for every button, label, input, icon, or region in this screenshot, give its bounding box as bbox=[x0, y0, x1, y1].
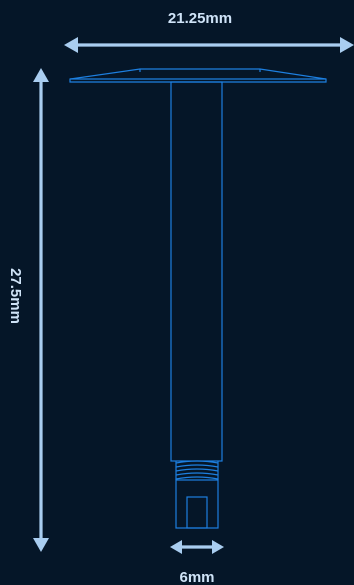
height-dimension-arrow bbox=[33, 68, 49, 552]
screw-head bbox=[69, 68, 327, 83]
screw-shaft bbox=[170, 81, 223, 462]
height-dimension-label: 27.5mm bbox=[7, 268, 24, 324]
width-dimension-arrow bbox=[64, 37, 354, 53]
shaft-dimension-arrow bbox=[170, 540, 224, 554]
thread-section bbox=[175, 460, 219, 480]
width-dimension-label: 21.25mm bbox=[168, 10, 232, 27]
shaft-dimension-label: 6mm bbox=[179, 569, 214, 585]
screw-tip bbox=[175, 479, 219, 529]
